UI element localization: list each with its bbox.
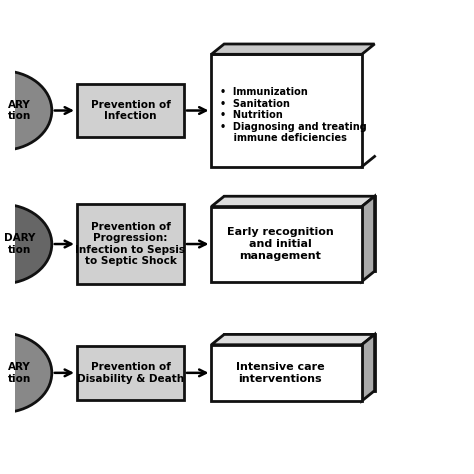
Polygon shape [362, 335, 374, 401]
FancyBboxPatch shape [77, 83, 184, 137]
Ellipse shape [0, 204, 52, 284]
Text: Prevention of
Disability & Death: Prevention of Disability & Death [77, 362, 184, 383]
Polygon shape [362, 196, 374, 282]
Ellipse shape [0, 71, 52, 150]
Text: Early recognition
and initial
management: Early recognition and initial management [227, 228, 334, 261]
FancyBboxPatch shape [211, 207, 362, 282]
FancyBboxPatch shape [224, 196, 374, 271]
FancyBboxPatch shape [224, 335, 374, 391]
FancyBboxPatch shape [211, 55, 362, 167]
Text: Prevention of
Infection: Prevention of Infection [91, 100, 170, 121]
FancyBboxPatch shape [211, 345, 362, 401]
Ellipse shape [0, 333, 52, 413]
Text: Prevention of
Progression:
Infection to Sepsis
to Septic Shock: Prevention of Progression: Infection to … [75, 222, 185, 266]
Text: ARY
tion: ARY tion [8, 362, 31, 383]
Polygon shape [211, 44, 374, 55]
Polygon shape [211, 335, 374, 345]
Text: ARY
tion: ARY tion [8, 100, 31, 121]
Polygon shape [211, 196, 374, 207]
FancyBboxPatch shape [77, 204, 184, 284]
FancyBboxPatch shape [77, 346, 184, 400]
Text: •  Immunization
•  Sanitation
•  Nutrition
•  Diagnosing and treating
    immune: • Immunization • Sanitation • Nutrition … [220, 87, 367, 144]
Text: Intensive care
interventions: Intensive care interventions [236, 362, 325, 383]
Text: DARY
tion: DARY tion [3, 233, 35, 255]
